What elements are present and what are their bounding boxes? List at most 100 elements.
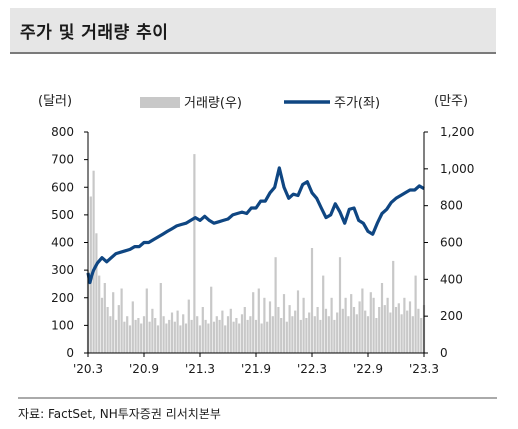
volume-bar <box>257 288 260 353</box>
volume-bar <box>131 301 134 353</box>
x-tick-label: '21.3 <box>185 362 215 376</box>
volume-bar <box>238 323 241 353</box>
volume-bar <box>308 312 311 353</box>
volume-bar <box>333 319 336 353</box>
volume-bar <box>103 283 106 353</box>
left-tick-label: 400 <box>51 236 74 250</box>
volume-bar <box>417 308 420 353</box>
volume-bar <box>327 316 330 353</box>
volume-bar <box>182 314 185 353</box>
volume-bar <box>375 318 378 353</box>
volume-bar <box>288 305 291 353</box>
volume-bar <box>392 260 395 353</box>
volume-bar <box>249 316 252 353</box>
volume-bar <box>117 305 120 353</box>
volume-bar <box>310 248 314 353</box>
volume-bar <box>235 318 238 353</box>
legend-price-label: 주가(좌) <box>334 96 380 111</box>
volume-bar <box>397 303 400 353</box>
volume-bar <box>162 316 165 353</box>
right-tick-label: 0 <box>440 346 448 360</box>
volume-bar <box>165 323 168 353</box>
volume-bar <box>277 307 280 353</box>
right-tick-label: 400 <box>440 272 463 286</box>
volume-bar <box>252 292 255 353</box>
volume-bar <box>389 312 392 353</box>
volume-bar <box>190 319 193 353</box>
volume-bar <box>364 310 367 353</box>
volume-bar <box>151 308 154 353</box>
volume-bar <box>204 319 207 353</box>
volume-bar <box>126 316 129 353</box>
volume-bar <box>221 310 224 353</box>
volume-bar <box>291 316 294 353</box>
volume-bar <box>330 297 333 354</box>
x-tick-label: '20.9 <box>129 362 159 376</box>
volume-bar <box>120 288 123 353</box>
volume-bar <box>285 321 288 353</box>
volume-bar <box>341 308 344 353</box>
volume-bar <box>201 307 204 353</box>
volume-bar <box>176 310 179 353</box>
volume-bar <box>224 325 227 353</box>
volume-bar <box>319 319 322 353</box>
title-bar: 주가 및 거래량 추이 <box>10 8 496 52</box>
left-tick-label: 300 <box>51 263 74 277</box>
volume-bar <box>246 319 249 353</box>
legend-volume-label: 거래량(우) <box>184 96 242 111</box>
left-tick-label: 100 <box>51 318 74 332</box>
volume-bar <box>168 319 171 353</box>
x-tick-label: '23.3 <box>409 362 439 376</box>
volume-bar <box>347 316 350 353</box>
right-tick-label: 1,000 <box>440 162 474 176</box>
volume-bar <box>411 316 414 353</box>
volume-bar <box>187 299 190 353</box>
volume-bar <box>218 319 221 353</box>
volume-bar <box>196 316 199 353</box>
volume-bar <box>299 319 302 353</box>
volume-bar <box>394 307 398 353</box>
right-tick-label: 800 <box>440 199 463 213</box>
volume-bar <box>260 323 263 353</box>
volume-bar <box>100 297 104 354</box>
volume-bar <box>154 318 157 353</box>
volume-bar <box>240 314 244 353</box>
volume-bar <box>420 318 423 353</box>
volume-bar <box>184 323 188 353</box>
volume-bar <box>266 321 269 353</box>
volume-bar <box>123 321 126 353</box>
volume-bar <box>193 154 196 353</box>
volume-bar <box>305 318 308 353</box>
volume-bar <box>338 257 342 353</box>
x-tick-label: '20.3 <box>73 362 103 376</box>
left-tick-label: 800 <box>51 125 74 139</box>
volume-bar <box>210 286 213 353</box>
volume-bar <box>358 301 361 353</box>
volume-bar <box>372 297 375 354</box>
volume-bar <box>366 316 370 353</box>
left-tick-label: 600 <box>51 180 74 194</box>
volume-bar <box>148 321 151 353</box>
volume-bar <box>109 316 112 353</box>
volume-bar <box>350 294 353 353</box>
left-tick-label: 500 <box>51 208 74 222</box>
price-line <box>86 166 425 285</box>
volume-bar <box>263 297 266 354</box>
volume-bar <box>344 297 347 354</box>
volume-bar <box>361 288 364 353</box>
left-tick-label: 700 <box>51 153 74 167</box>
right-axis-unit: (만주) <box>434 94 468 109</box>
volume-bar <box>369 292 372 353</box>
volume-bar <box>207 323 210 353</box>
source-note: 자료: FactSet, NH투자증권 리서치본부 <box>18 407 221 421</box>
left-tick-label: 200 <box>51 291 74 305</box>
volume-bar <box>403 297 406 354</box>
volume-bar <box>198 325 202 353</box>
volume-bar <box>408 301 412 353</box>
right-tick-label: 200 <box>440 309 463 323</box>
volume-bar <box>98 275 101 353</box>
volume-bar <box>380 283 384 353</box>
volume-bar <box>302 297 305 354</box>
volume-bar <box>92 170 95 353</box>
